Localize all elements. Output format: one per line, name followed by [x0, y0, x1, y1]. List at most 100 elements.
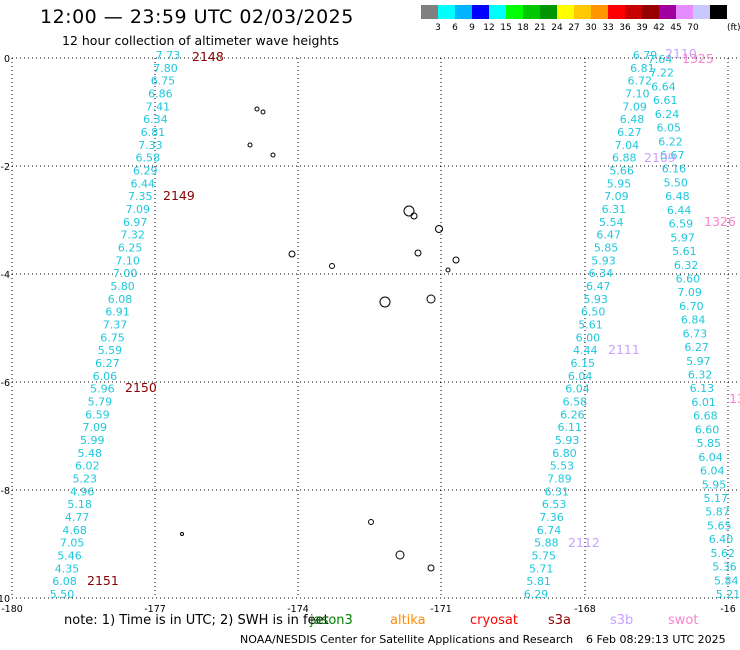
wave-height-value: 7.05	[60, 537, 85, 550]
legend-swatch	[472, 5, 489, 19]
wave-height-value: 6.32	[688, 369, 713, 382]
wave-height-value: 6.58	[136, 152, 161, 165]
credit-line: NOAA/NESDIS Center for Satellite Applica…	[240, 633, 574, 646]
wave-height-value: 6.27	[684, 341, 709, 354]
pass-label: 2150	[125, 380, 157, 395]
wave-height-value: 6.22	[658, 135, 683, 148]
wave-height-value: 4.77	[65, 511, 90, 524]
wave-height-value: 7.37	[103, 319, 128, 332]
wave-height-value: 5.93	[555, 434, 580, 447]
wave-height-value: 5.17	[704, 492, 729, 505]
wave-height-value: 6.79	[633, 49, 658, 62]
wave-height-value: 7.09	[604, 190, 629, 203]
legend-tick-label: 70	[687, 23, 699, 33]
wave-height-value: 5.93	[591, 254, 616, 267]
legend-tick-label: 45	[670, 23, 682, 33]
wave-height-value: 6.00	[576, 331, 601, 344]
wave-height-value: 6.31	[602, 203, 627, 216]
satellite-name: s3a	[548, 613, 572, 628]
wave-height-value: 6.06	[93, 370, 118, 383]
wave-height-value: 5.59	[98, 344, 123, 357]
wave-height-value: 6.29	[133, 165, 158, 178]
wave-height-value: 5.80	[110, 280, 135, 293]
island-outline	[247, 142, 253, 148]
wave-height-value: 6.02	[75, 460, 100, 473]
wave-height-value: 6.70	[679, 300, 704, 313]
wave-height-value: 6.24	[655, 108, 680, 121]
legend-swatch	[489, 5, 506, 19]
wave-height-value: 6.05	[656, 122, 681, 135]
wave-height-value: 6.81	[141, 126, 166, 139]
wave-height-value: 5.50	[663, 176, 688, 189]
pass-label: 13	[729, 391, 740, 406]
wave-height-value: 6.68	[693, 410, 718, 423]
wave-height-value: 7.64	[648, 53, 673, 66]
wave-height-value: 6.48	[620, 113, 645, 126]
legend-swatch	[693, 5, 710, 19]
wave-height-value: 5.75	[532, 550, 557, 563]
wave-height-value: 5.99	[80, 434, 105, 447]
footer-note: note: 1) Time is in UTC; 2) SWH is in fe…	[64, 613, 329, 628]
legend-swatch	[557, 5, 574, 19]
y-axis-tick-label: -10	[0, 594, 10, 605]
wave-height-value: 5.71	[529, 562, 554, 575]
wave-height-value: 7.09	[125, 203, 150, 216]
wave-height-value: 6.27	[617, 126, 642, 139]
wave-height-value: 5.18	[67, 498, 92, 511]
wave-height-value: 7.32	[120, 229, 145, 242]
wave-height-value: 6.31	[545, 485, 570, 498]
satellite-name: s3b	[610, 613, 634, 628]
wave-height-value: 5.81	[526, 575, 551, 588]
wave-height-value: 6.81	[630, 62, 655, 75]
wave-height-value: 6.04	[698, 451, 723, 464]
legend-tick-label: 3	[435, 23, 441, 33]
wave-height-value: 6.04	[700, 465, 725, 478]
legend-swatch	[506, 5, 523, 19]
wave-height-value: 6.13	[690, 382, 715, 395]
wave-height-value: 6.58	[563, 396, 588, 409]
wave-height-value: 7.10	[115, 254, 140, 267]
legend-swatch	[625, 5, 642, 19]
wave-height-value: 6.60	[695, 423, 720, 436]
island-outline	[180, 532, 184, 536]
legend-swatch	[659, 5, 676, 19]
wave-height-value: 7.04	[615, 139, 640, 152]
wave-height-value: 7.10	[625, 88, 650, 101]
wave-height-value: 5.61	[578, 319, 603, 332]
wave-height-value: 5.48	[78, 447, 103, 460]
wave-height-value: 6.16	[662, 163, 687, 176]
legend-swatch	[642, 5, 659, 19]
y-axis-tick-label: 0	[4, 54, 10, 65]
satellite-name: jason3	[310, 613, 353, 628]
y-axis-tick-label: -2	[1, 162, 10, 173]
wave-height-value: 6.47	[596, 229, 621, 242]
wave-height-value: 6.11	[557, 421, 582, 434]
wave-height-value: 6.34	[589, 267, 614, 280]
pass-label: 2110	[665, 46, 697, 61]
island-outline	[435, 225, 443, 233]
wave-height-value: 5.88	[534, 537, 559, 550]
wave-height-value: 6.74	[537, 524, 562, 537]
y-axis-tick-label: -6	[1, 378, 10, 389]
x-axis-tick-label: -180	[1, 604, 23, 615]
legend-unit: (ft)	[727, 23, 740, 33]
legend-tick-label: 6	[452, 23, 458, 33]
legend-tick-label: 18	[517, 23, 529, 33]
wave-height-value: 7.35	[128, 190, 153, 203]
wave-height-value: 6.60	[676, 272, 701, 285]
legend-tick-label: 30	[585, 23, 597, 33]
wave-height-value: 5.97	[686, 355, 711, 368]
pass-label: 2148	[192, 49, 224, 64]
wave-height-value: 6.04	[568, 370, 593, 383]
wave-height-value: 6.08	[108, 293, 133, 306]
wave-height-value: 6.01	[691, 396, 716, 409]
wave-height-value: 6.61	[653, 94, 678, 107]
wave-height-value: 6.26	[560, 408, 585, 421]
pass-label: 2149	[163, 188, 195, 203]
pass-label: 2151	[87, 573, 119, 588]
wave-height-value: 5.50	[50, 588, 75, 601]
pass-label: 2109	[644, 150, 676, 165]
x-axis-tick-label: -177	[144, 604, 166, 615]
legend-tick-label: 36	[619, 23, 631, 33]
x-axis-tick-label: -168	[574, 604, 596, 615]
